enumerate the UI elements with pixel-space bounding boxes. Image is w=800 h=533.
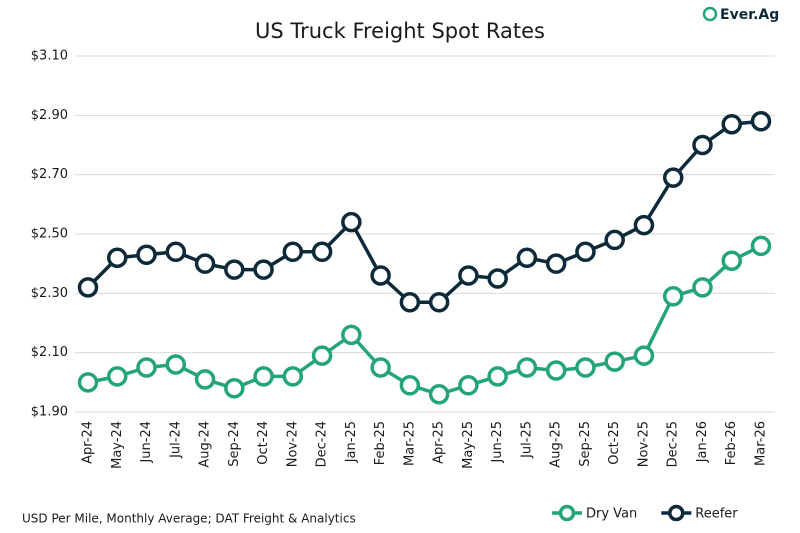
logo-icon <box>702 6 718 22</box>
x-tick-label: Feb-26 <box>724 421 739 465</box>
data-point <box>516 247 538 268</box>
y-tick-label: $2.90 <box>31 108 68 123</box>
data-point <box>487 268 508 289</box>
y-tick-label: $2.50 <box>31 227 68 242</box>
legend-marker <box>668 504 685 522</box>
legend-label: Reefer <box>695 507 738 522</box>
x-tick-label: Jan-26 <box>695 421 710 463</box>
legend-item: Reefer <box>661 504 738 522</box>
data-point <box>107 247 128 268</box>
data-point <box>692 277 713 298</box>
x-tick-label: Jul-25 <box>519 421 534 459</box>
logo-text: Ever.Ag <box>720 7 779 23</box>
x-tick-label: Sep-24 <box>227 421 242 467</box>
x-tick-label: Sep-25 <box>578 421 593 467</box>
x-tick-label: Jun-24 <box>139 421 154 464</box>
y-tick-label: $2.70 <box>31 167 68 182</box>
data-point <box>341 324 362 346</box>
legend-marker <box>558 504 576 522</box>
data-point <box>311 241 333 263</box>
data-point <box>575 241 596 263</box>
data-point <box>194 253 216 274</box>
data-point <box>750 235 772 257</box>
data-point <box>107 366 128 387</box>
data-point <box>604 229 625 251</box>
data-point <box>750 111 772 132</box>
legend-label: Dry Van <box>586 507 637 522</box>
data-point <box>721 250 742 271</box>
data-point <box>428 383 450 405</box>
chart-title: US Truck Freight Spot Rates <box>255 19 545 43</box>
y-tick-label: $1.90 <box>31 405 68 420</box>
data-point <box>224 259 245 280</box>
data-point <box>194 369 216 390</box>
y-tick-label: $3.10 <box>31 49 68 64</box>
x-tick-label: Apr-24 <box>81 421 96 464</box>
data-point <box>282 241 304 263</box>
x-tick-label: Mar-26 <box>754 421 769 466</box>
data-point <box>77 372 99 393</box>
x-tick-label: Jun-25 <box>490 421 505 464</box>
logo: Ever.Ag <box>702 6 779 23</box>
data-point <box>253 366 274 387</box>
x-tick-label: Mar-25 <box>402 421 417 466</box>
data-point <box>165 241 187 263</box>
x-tick-label: Jan-25 <box>344 421 359 463</box>
x-tick-label: Nov-24 <box>285 421 300 467</box>
x-tick-label: Apr-25 <box>432 421 447 464</box>
data-point <box>399 291 421 313</box>
data-point <box>692 134 713 156</box>
x-tick-label: Oct-24 <box>256 421 271 465</box>
data-point <box>458 375 479 396</box>
data-point <box>224 378 245 399</box>
data-point <box>399 375 421 396</box>
data-point <box>136 357 157 378</box>
x-tick-label: Dec-24 <box>315 421 330 467</box>
data-point <box>253 259 274 280</box>
data-point <box>575 357 596 378</box>
x-tick-label: Oct-25 <box>607 421 622 465</box>
data-point <box>604 351 625 372</box>
legend-item: Dry Van <box>552 504 637 522</box>
data-point <box>487 366 508 387</box>
data-point <box>721 113 742 135</box>
data-point <box>428 291 450 313</box>
x-tick-label: Feb-25 <box>373 421 388 465</box>
data-point <box>311 345 333 366</box>
data-point <box>341 211 362 233</box>
data-point <box>370 357 391 378</box>
data-point <box>662 167 684 188</box>
x-tick-label: Aug-24 <box>198 421 213 468</box>
data-point <box>633 345 655 366</box>
data-point <box>165 354 187 375</box>
data-point <box>633 214 655 236</box>
data-point <box>545 360 567 381</box>
x-tick-label: May-24 <box>110 421 125 469</box>
data-point <box>282 366 304 387</box>
x-tick-label: Dec-25 <box>666 421 681 467</box>
x-tick-label: Aug-25 <box>549 421 564 468</box>
data-point <box>458 265 479 286</box>
data-point <box>662 286 684 307</box>
source-note: USD Per Mile, Monthly Average; DAT Freig… <box>22 512 356 526</box>
x-tick-label: Nov-25 <box>636 421 651 467</box>
x-tick-label: May-25 <box>461 421 476 469</box>
y-tick-label: $2.30 <box>31 286 68 301</box>
y-tick-label: $2.10 <box>31 345 68 360</box>
data-point <box>545 253 567 274</box>
data-point <box>516 357 538 378</box>
data-point <box>370 265 391 286</box>
data-point <box>77 277 99 298</box>
data-point <box>136 244 157 266</box>
x-tick-label: Jul-24 <box>168 421 183 459</box>
